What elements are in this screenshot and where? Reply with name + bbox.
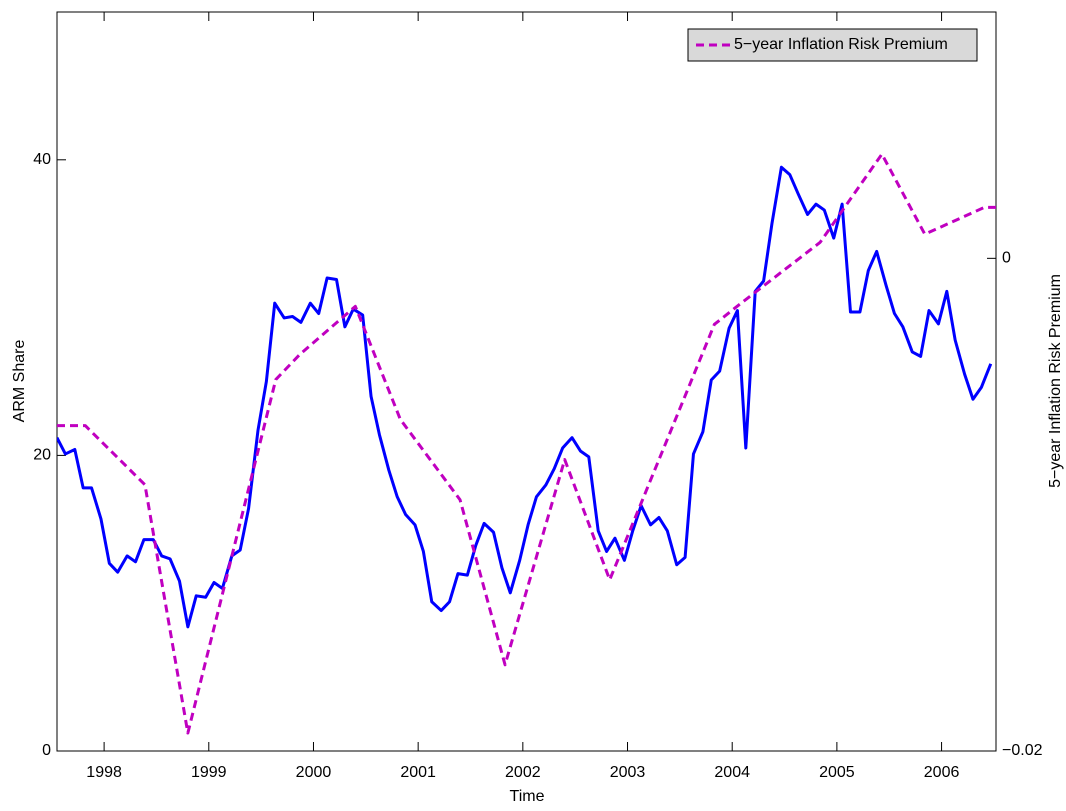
y-axis-label: ARM Share [11, 340, 28, 423]
x-tick-label: 2000 [296, 764, 332, 781]
x-tick-label: 2001 [400, 764, 436, 781]
plot-area [56, 11, 997, 752]
y-tick-label: 40 [33, 151, 51, 168]
legend-box [687, 28, 978, 62]
y2-axis-label: 5−year Inflation Risk Premium [1047, 274, 1064, 488]
x-tick-label: 1998 [86, 764, 122, 781]
legend-label: 5−year Inflation Risk Premium [734, 36, 948, 53]
plot-lines [57, 152, 996, 735]
y-tick-label: 20 [33, 447, 51, 464]
series-line [57, 152, 996, 735]
x-tick-label: 2002 [505, 764, 541, 781]
y2-tick-label: 0 [1002, 250, 1011, 267]
x-axis-label: Time [510, 788, 545, 805]
x-tick-label: 2005 [819, 764, 855, 781]
y-tick-label: 0 [42, 742, 51, 759]
series-line [57, 165, 993, 629]
x-tick-label: 2004 [714, 764, 750, 781]
x-tick-label: 1999 [191, 764, 227, 781]
y2-tick-label: −0.02 [1002, 742, 1043, 759]
x-tick-label: 2006 [924, 764, 960, 781]
x-tick-label: 2003 [610, 764, 646, 781]
